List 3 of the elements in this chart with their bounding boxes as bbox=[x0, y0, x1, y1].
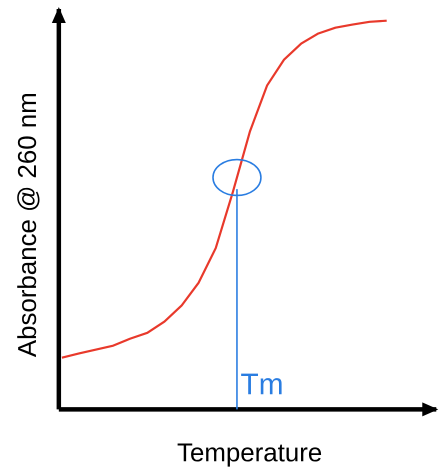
annotation: Tm bbox=[240, 374, 282, 394]
y-axis-title: Absorbance @ 260 nm bbox=[17, 94, 40, 358]
x-axis-title: Temperature bbox=[177, 444, 321, 467]
